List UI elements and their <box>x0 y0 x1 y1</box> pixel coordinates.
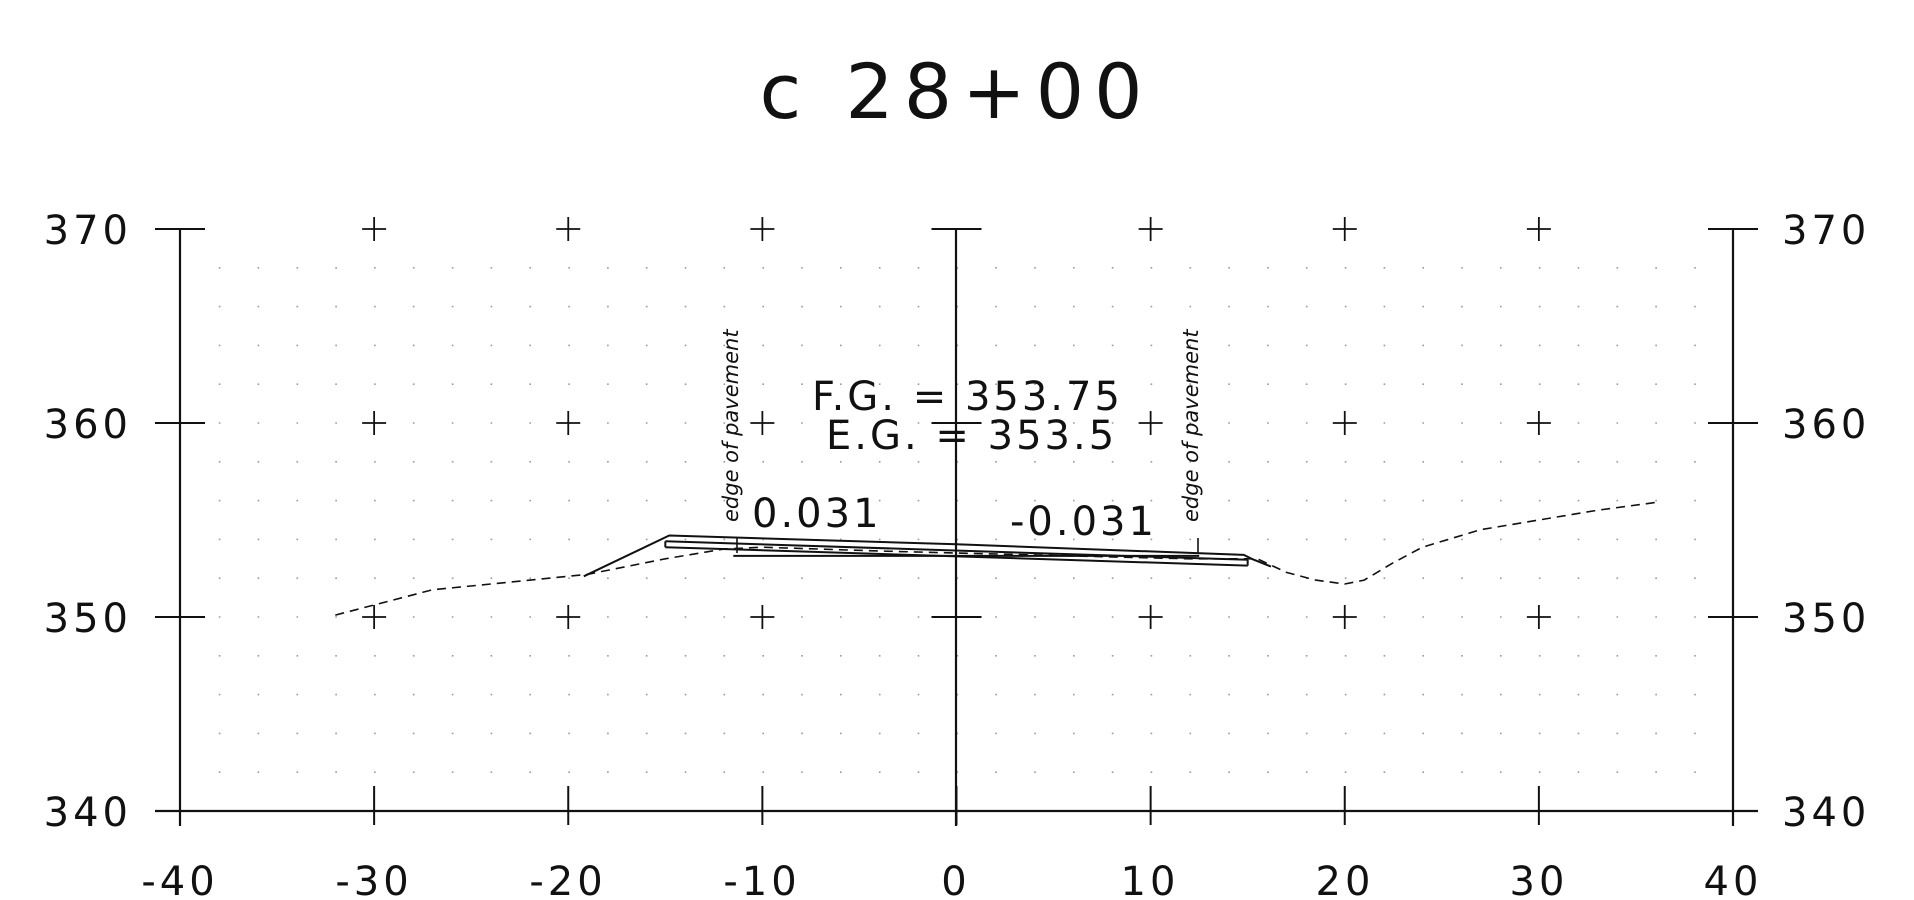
frame <box>155 229 1758 826</box>
section-title: c 28+00 <box>759 47 1152 136</box>
x-tick-label: -40 <box>141 859 218 900</box>
left-edge-of-pavement-label: edge of pavement <box>719 329 743 522</box>
y-tick-label-right: 370 <box>1782 208 1870 254</box>
y-tick-label-right: 360 <box>1782 402 1870 448</box>
y-tick-label-right: 350 <box>1782 596 1870 642</box>
x-tick-label: 40 <box>1704 859 1763 900</box>
grid-cross <box>1332 411 1357 435</box>
grid-cross <box>556 411 581 435</box>
y-tick-label-left: 340 <box>44 790 132 836</box>
y-tick-label-left: 360 <box>44 402 132 448</box>
existing-grade-label: E.G. = 353.5 <box>826 413 1117 459</box>
existing-ground-line <box>335 501 1656 616</box>
grid-cross <box>1138 217 1163 241</box>
major-grid-crosses <box>362 217 1551 629</box>
grid-cross <box>1332 605 1357 629</box>
grid-cross <box>750 411 775 435</box>
grid-cross <box>1138 411 1163 435</box>
design-line-1 <box>583 534 1272 578</box>
grid-cross <box>556 217 581 241</box>
right-slope-label: -0.031 <box>1010 499 1157 545</box>
grid-cross <box>1138 605 1163 629</box>
grid-cross <box>1526 217 1551 241</box>
x-tick-label: -20 <box>529 859 606 900</box>
grid-cross <box>750 605 775 629</box>
grid-cross <box>750 217 775 241</box>
grid-cross <box>362 411 387 435</box>
left-slope-label: 0.031 <box>752 491 882 537</box>
y-tick-labels-left: 340 350 360 370 <box>44 208 132 836</box>
grid-cross <box>362 605 387 629</box>
grid-cross <box>362 217 387 241</box>
grid-cross <box>556 605 581 629</box>
axis-ticks <box>155 228 1758 825</box>
y-tick-label-left: 350 <box>44 596 132 642</box>
right-edge-of-pavement-label: edge of pavement <box>1179 329 1203 522</box>
grid-cross <box>1526 605 1551 629</box>
grid-cross <box>1526 411 1551 435</box>
profile-lines <box>335 501 1656 616</box>
grid-cross <box>1332 217 1357 241</box>
y-tick-labels-right: 340 350 360 370 <box>1782 208 1870 836</box>
x-tick-label: -30 <box>335 859 412 900</box>
y-tick-label-right: 340 <box>1782 790 1870 836</box>
x-tick-label: -10 <box>723 859 800 900</box>
x-tick-label: 10 <box>1121 859 1180 900</box>
x-tick-labels: -40 -30 -20 -10 0 10 20 30 40 <box>141 859 1763 900</box>
finished-grade-label: F.G. = 353.75 <box>812 374 1123 420</box>
minor-grid-dot-pattern <box>218 267 1696 773</box>
minor-grid-dots <box>218 267 1696 773</box>
x-tick-label: 30 <box>1510 859 1569 900</box>
edge-of-pavement-markers <box>736 537 1199 553</box>
y-tick-label-left: 370 <box>44 208 132 254</box>
x-tick-label: 20 <box>1316 859 1375 900</box>
x-tick-label: 0 <box>941 859 970 900</box>
